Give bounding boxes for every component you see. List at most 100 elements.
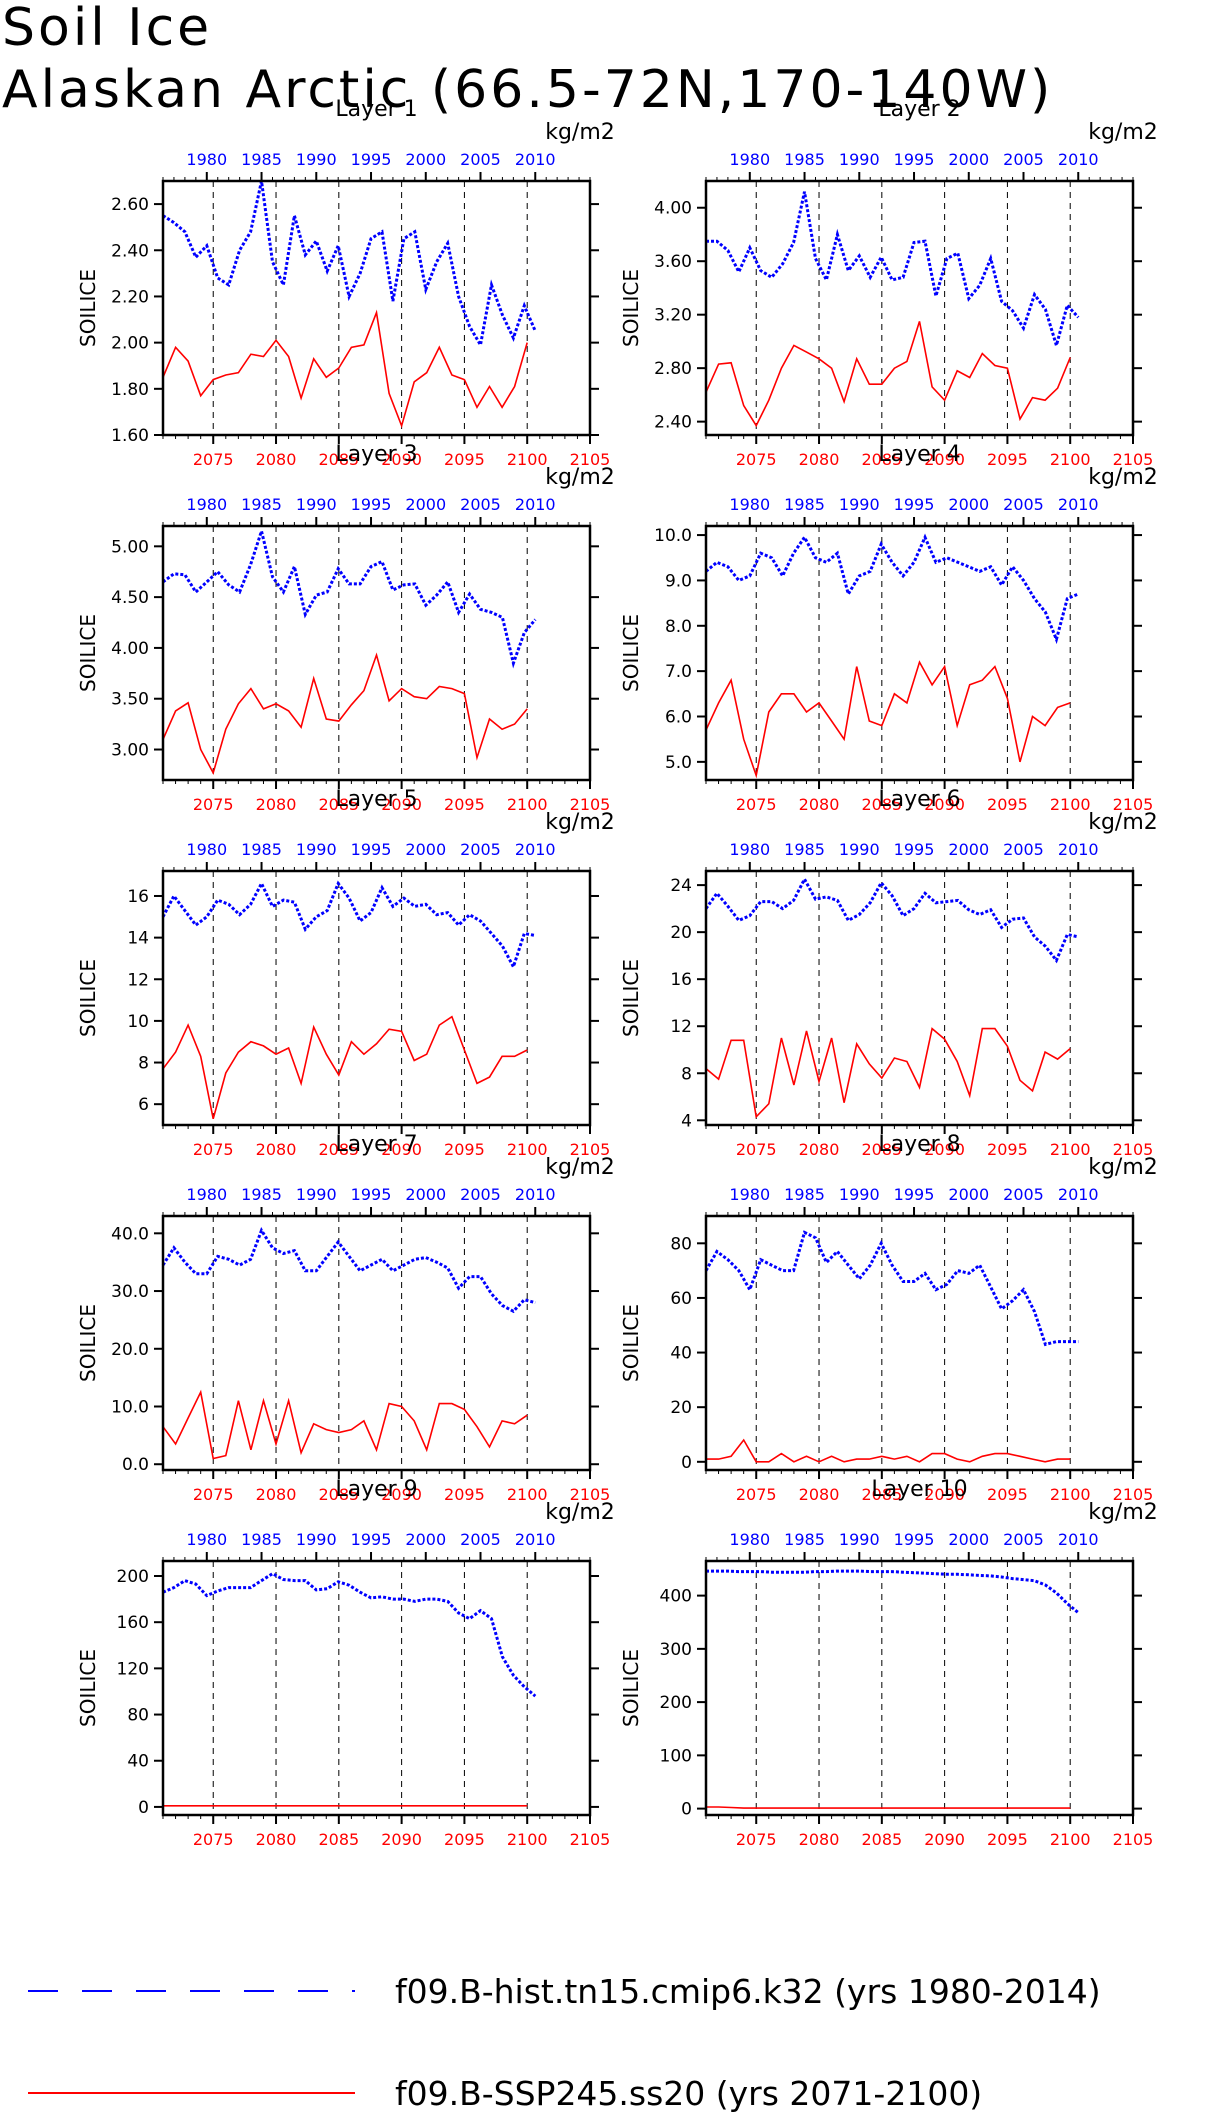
- chart4.chart-title: Layer 5: [335, 787, 417, 812]
- chart0.x-top-tick-label: 1985: [241, 150, 282, 169]
- chart9.x-bottom-tick-label: 2105: [1113, 1830, 1154, 1849]
- chart2.y-tick-label: 3.50: [111, 690, 149, 710]
- chart8.x-top-tick-label: 2010: [515, 1530, 556, 1549]
- chart5.x-bottom-tick-label: 2105: [1113, 1140, 1154, 1159]
- chart1.series-hist-line: [706, 191, 1080, 351]
- chart3.units-label: kg/m2: [1088, 465, 1158, 490]
- chart9.series-hist-line: [706, 1569, 1080, 1614]
- chart4.series-hist-line: [161, 880, 536, 971]
- chart9.x-top-tick-label: 2010: [1058, 1530, 1099, 1549]
- chart3.x-top-tick-label: 2010: [1058, 495, 1099, 514]
- chart8.chart-title: Layer 9: [335, 1477, 417, 1502]
- chart6.y-tick-label: 10.0: [111, 1398, 149, 1418]
- chart9.x-top-tick-label: 1995: [894, 1530, 935, 1549]
- chart1.x-bottom-tick-label: 2075: [736, 450, 777, 469]
- chart4.y-tick-label: 10: [127, 1012, 149, 1032]
- chart2.x-bottom-tick-label: 2100: [507, 795, 548, 814]
- chart8.y-tick-label: 160: [117, 1613, 149, 1633]
- chart5.units-label: kg/m2: [1088, 810, 1158, 835]
- chart8.x-bottom-tick-label: 2100: [507, 1830, 548, 1849]
- chart3.x-top-tick-label: 2000: [948, 495, 989, 514]
- chart7.x-bottom-tick-label: 2105: [1113, 1485, 1154, 1504]
- chart0.y-tick-label: 2.40: [111, 241, 149, 261]
- chart2.y-tick-label: 5.00: [111, 537, 149, 557]
- chart0.x-top-tick-label: 2000: [405, 150, 446, 169]
- chart7.y-tick-label: 80: [670, 1234, 692, 1254]
- chart8.x-bottom-tick-label: 2085: [318, 1830, 359, 1849]
- chart8.y-tick-label: 40: [127, 1752, 149, 1772]
- chart8.x-top-tick-label: 1980: [186, 1530, 227, 1549]
- chart5.y-axis-label: SOILICE: [619, 959, 643, 1037]
- chart6.x-bottom-tick-label: 2085: [318, 1485, 359, 1504]
- chart7.x-bottom-tick-label: 2080: [799, 1485, 840, 1504]
- chart4.units-label: kg/m2: [545, 810, 615, 835]
- chart2.y-axis-label: SOILICE: [76, 614, 100, 692]
- chart4.x-top-tick-label: 2010: [515, 840, 556, 859]
- chart8.x-bottom-tick-label: 2105: [570, 1830, 611, 1849]
- chart5.y-tick-label: 4: [681, 1111, 692, 1131]
- chart4.x-top-tick-label: 2005: [460, 840, 501, 859]
- chart7.x-top-tick-label: 1985: [784, 1185, 825, 1204]
- chart1.x-bottom-tick-label: 2085: [861, 450, 902, 469]
- chart7.chart-title: Layer 8: [878, 1132, 960, 1157]
- chart3.x-bottom-tick-label: 2080: [799, 795, 840, 814]
- chart0.x-bottom-tick-label: 2080: [256, 450, 297, 469]
- chart9.y-tick-label: 300: [660, 1640, 692, 1660]
- chart1.x-top-tick-label: 1980: [729, 150, 770, 169]
- chart9.y-tick-label: 0: [681, 1800, 692, 1820]
- chart8.y-tick-label: 120: [117, 1659, 149, 1679]
- figure-title-line1: Soil Ice: [2, 0, 213, 58]
- chart9.x-bottom-tick-label: 2100: [1050, 1830, 1091, 1849]
- chart5.chart-title: Layer 6: [878, 787, 960, 812]
- chart9.x-bottom-tick-label: 2075: [736, 1830, 777, 1849]
- chart7.x-bottom-tick-label: 2095: [987, 1485, 1028, 1504]
- chart2.x-bottom-tick-label: 2075: [193, 795, 234, 814]
- chart3.y-tick-label: 6.0: [665, 708, 692, 728]
- chart7.series-ssp-line: [706, 1438, 1071, 1463]
- chart2.x-bottom-tick-label: 2085: [318, 795, 359, 814]
- chart0.x-top-tick-label: 1990: [296, 150, 337, 169]
- chart7.x-top-tick-label: 2005: [1003, 1185, 1044, 1204]
- chart3.x-bottom-tick-label: 2090: [924, 795, 965, 814]
- chart9.x-top-tick-label: 1990: [839, 1530, 880, 1549]
- chart9.units-label: kg/m2: [1088, 1500, 1158, 1525]
- chart6.x-bottom-tick-label: 2105: [570, 1485, 611, 1504]
- chart5.series-ssp-line: [705, 1027, 1071, 1119]
- chart2.x-bottom-tick-label: 2105: [570, 795, 611, 814]
- chart7.y-tick-label: 60: [670, 1289, 692, 1309]
- chart2.x-top-tick-label: 2000: [405, 495, 446, 514]
- chart7.units-label: kg/m2: [1088, 1155, 1158, 1180]
- chart6.x-bottom-tick-label: 2100: [507, 1485, 548, 1504]
- chart0.x-top-tick-label: 1980: [186, 150, 227, 169]
- chart9.y-tick-label: 100: [660, 1746, 692, 1766]
- chart5.series-hist-line: [704, 876, 1079, 964]
- chart3.y-tick-label: 5.0: [665, 753, 692, 773]
- chart3.y-tick-label: 7.0: [665, 662, 692, 682]
- chart0.x-bottom-tick-label: 2105: [570, 450, 611, 469]
- chart1.y-axis-label: SOILICE: [619, 269, 643, 347]
- chart9.x-bottom-tick-label: 2090: [924, 1830, 965, 1849]
- chart4.x-bottom-tick-label: 2075: [193, 1140, 234, 1159]
- chart2.chart-title: Layer 3: [335, 442, 417, 467]
- chart9.x-top-tick-label: 1985: [784, 1530, 825, 1549]
- chart0.units-label: kg/m2: [545, 120, 615, 145]
- chart0.y-tick-label: 1.80: [111, 380, 149, 400]
- chart8.x-top-tick-label: 1985: [241, 1530, 282, 1549]
- chart3.chart-title: Layer 4: [878, 442, 960, 467]
- chart1.x-bottom-tick-label: 2080: [799, 450, 840, 469]
- chart0.plot-frame: [161, 179, 592, 437]
- chart0.x-bottom-tick-label: 2075: [193, 450, 234, 469]
- chart4.x-bottom-tick-label: 2090: [381, 1140, 422, 1159]
- chart7.x-top-tick-label: 2010: [1058, 1185, 1099, 1204]
- chart7.x-bottom-tick-label: 2085: [861, 1485, 902, 1504]
- chart0.x-bottom-tick-label: 2085: [318, 450, 359, 469]
- chart7.x-top-tick-label: 1990: [839, 1185, 880, 1204]
- chart6.units-label: kg/m2: [545, 1155, 615, 1180]
- chart9.x-bottom-tick-label: 2080: [799, 1830, 840, 1849]
- chart1.x-top-tick-label: 2010: [1058, 150, 1099, 169]
- chart0.y-tick-label: 2.20: [111, 287, 149, 307]
- chart0.y-tick-label: 2.00: [111, 334, 149, 354]
- figure-title-line2: Alaskan Arctic (66.5-72N,170-140W): [2, 60, 1054, 120]
- chart5.x-top-tick-label: 2005: [1003, 840, 1044, 859]
- chart1.x-bottom-tick-label: 2100: [1050, 450, 1091, 469]
